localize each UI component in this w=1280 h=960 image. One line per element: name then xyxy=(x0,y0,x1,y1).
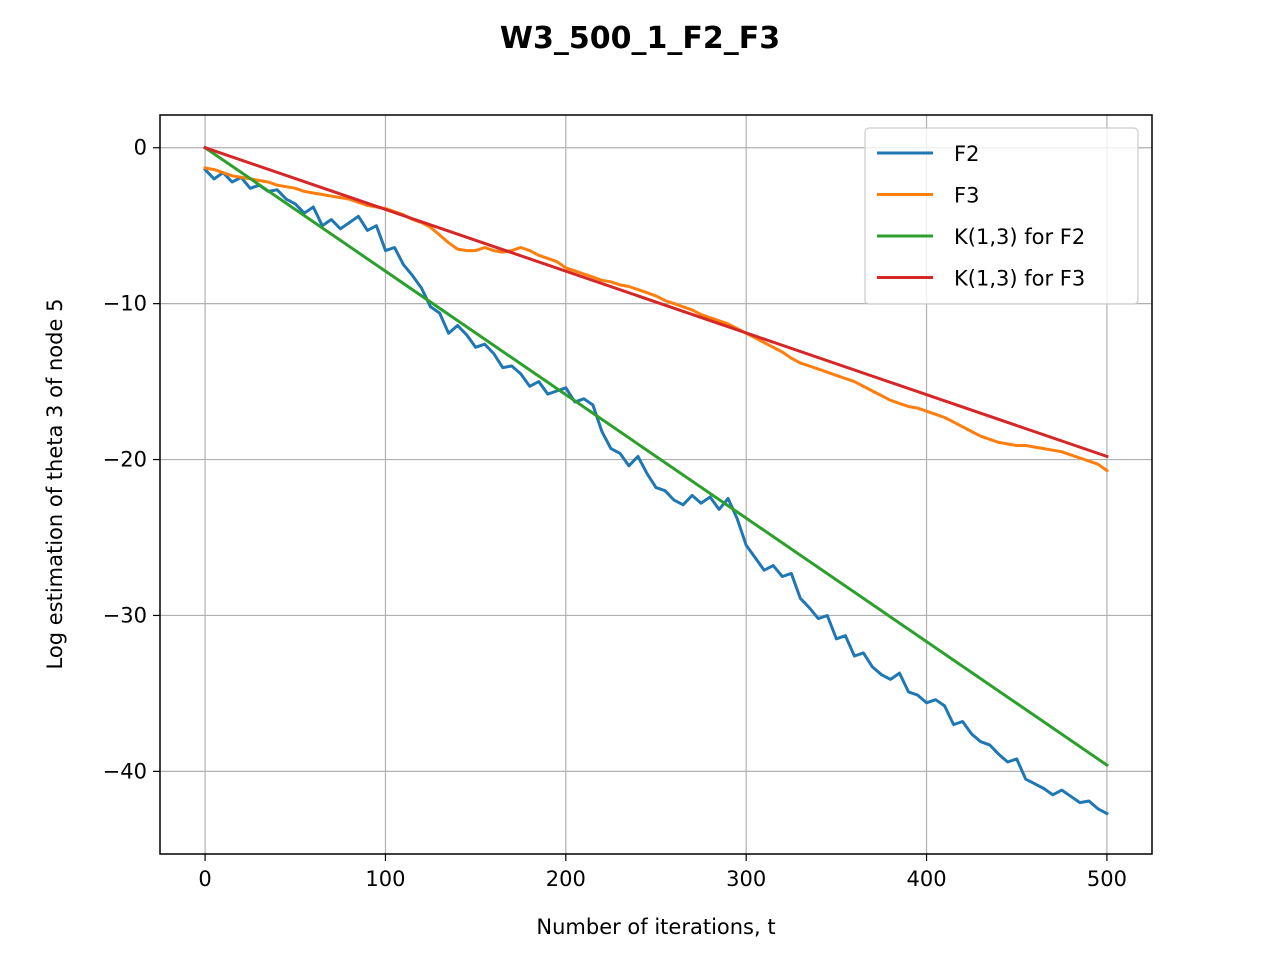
y-tick-label: −20 xyxy=(103,448,147,472)
chart-title: W3_500_1_F2_F3 xyxy=(500,21,780,56)
legend-label: F2 xyxy=(954,142,979,166)
x-tick-label: 300 xyxy=(726,867,766,891)
legend-box xyxy=(864,127,1139,305)
y-tick-label: −30 xyxy=(103,603,147,627)
legend-label: F3 xyxy=(954,184,979,208)
series-line-2 xyxy=(203,145,1109,768)
x-tick-label: 100 xyxy=(365,867,405,891)
legend: F2 F3 K(1,3) for F2 K(1,3) for F3 xyxy=(864,127,1139,305)
series-line-0 xyxy=(202,167,1109,816)
x-tick-label: 500 xyxy=(1087,867,1127,891)
x-tick-label: 200 xyxy=(546,867,586,891)
axis-ticks: 0 100 200 300 400 500 0 −10 −20 −30 −40 xyxy=(103,136,1127,891)
y-tick-label: 0 xyxy=(134,136,147,160)
y-axis-label: Log estimation of theta 3 of node 5 xyxy=(43,299,67,670)
y-tick-label: −10 xyxy=(103,292,147,316)
x-tick-label: 400 xyxy=(906,867,946,891)
series-line-1 xyxy=(203,166,1109,473)
x-axis-label: Number of iterations, t xyxy=(536,915,775,939)
axes-frame xyxy=(159,114,1153,855)
y-tick-label: −40 xyxy=(103,759,147,783)
legend-label: K(1,3) for F2 xyxy=(954,225,1085,249)
series-line-3 xyxy=(203,145,1109,459)
legend-label: K(1,3) for F3 xyxy=(954,267,1085,291)
x-tick-label: 0 xyxy=(198,867,211,891)
plot-series xyxy=(202,145,1109,816)
